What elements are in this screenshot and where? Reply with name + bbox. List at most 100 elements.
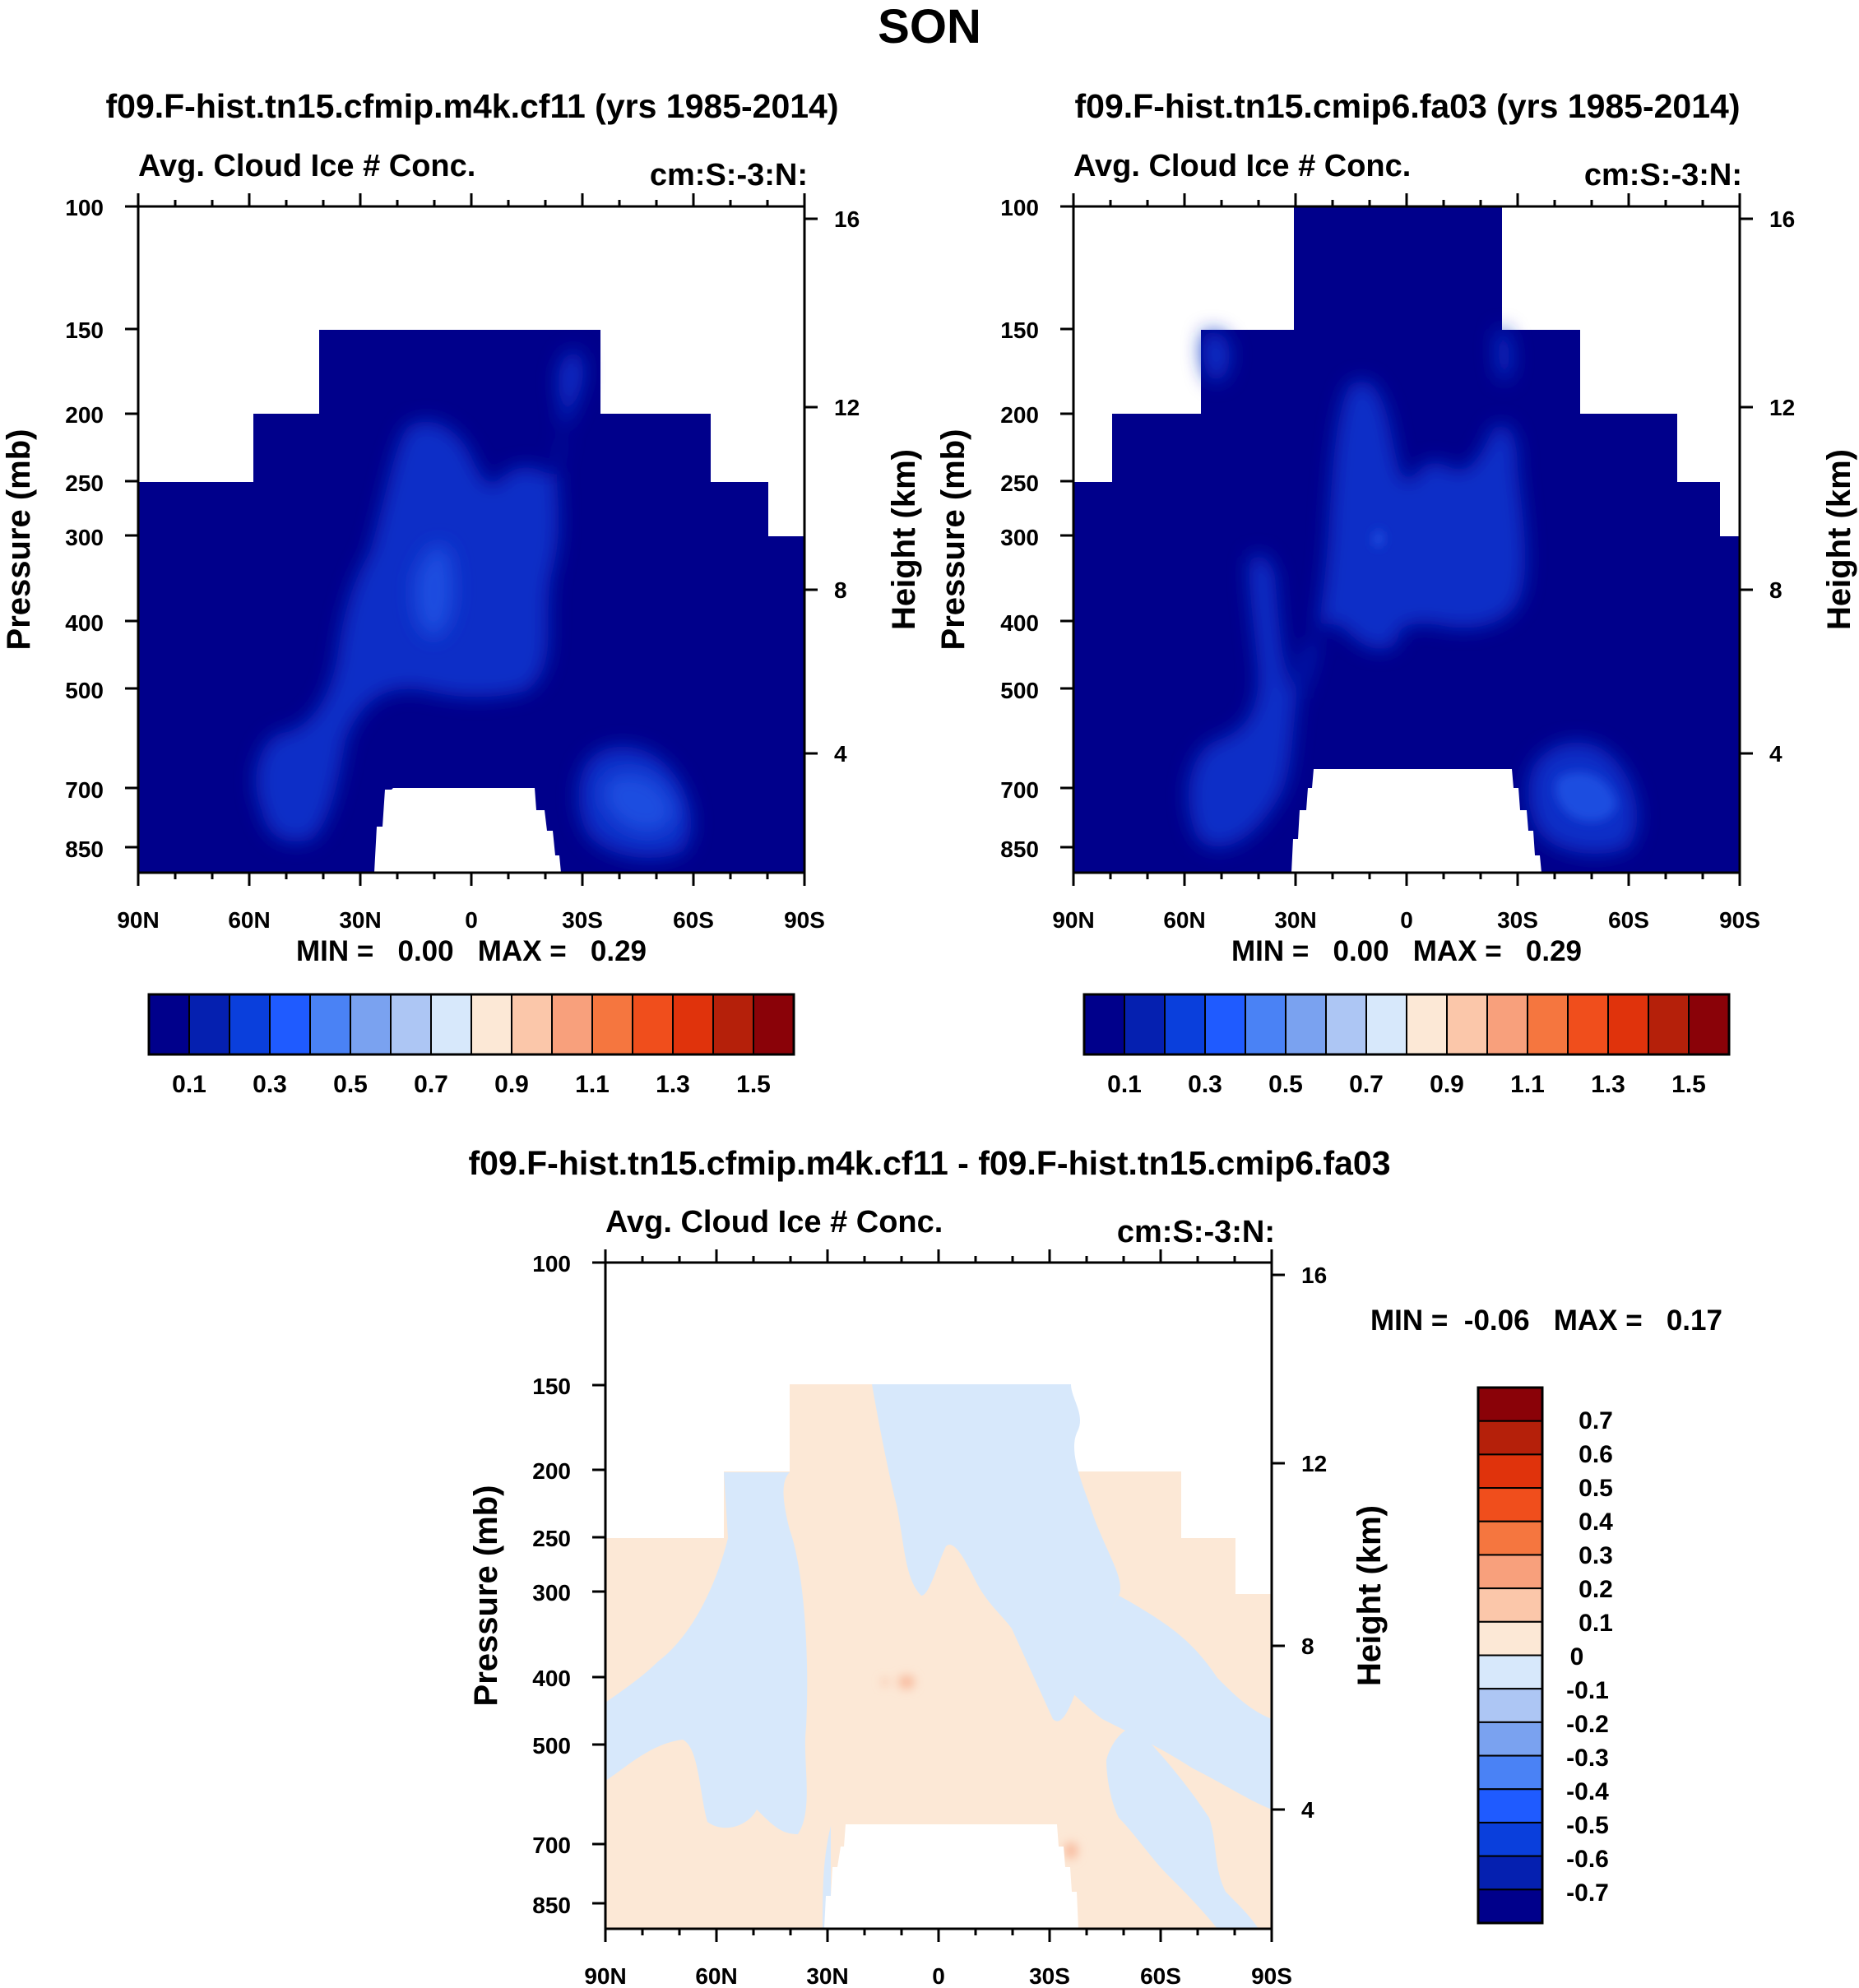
- panel-diff-cbar-swatch: [1477, 1453, 1543, 1490]
- panel-diff-cbar-swatch: [1477, 1620, 1543, 1657]
- panel-cf11-xtick: 90N: [117, 907, 159, 933]
- panel-diff-x-tick-labels: 90N 60N 30N 0 30S 60S 90S: [584, 1963, 1292, 1988]
- panel-cf11: f09.F-hist.tn15.cfmip.m4k.cf11 (yrs 1985…: [1, 87, 922, 1098]
- panel-fa03-surface-mask: [1291, 769, 1541, 873]
- panel-diff-cbar-swatch: [1477, 1520, 1543, 1556]
- panel-cf11-cbar-swatch: [350, 994, 392, 1055]
- panel-cf11-cbar-swatch: [672, 994, 714, 1055]
- panel-diff-xtick: 90N: [584, 1963, 626, 1988]
- panel-diff-band-negative: [605, 1384, 1272, 1929]
- panel-diff-cbar-swatch: [1477, 1888, 1543, 1924]
- panel-fa03-title: f09.F-hist.tn15.cmip6.fa03 (yrs 1985-201…: [1075, 87, 1741, 125]
- panel-diff-cbar-swatch: [1477, 1788, 1543, 1823]
- panel-diff-cbar-label: 0: [1570, 1643, 1584, 1671]
- panel-fa03-ytick: 100: [1000, 195, 1039, 220]
- panel-cf11-cbar-swatch: [229, 994, 271, 1055]
- panel-diff-xtick: 60N: [695, 1963, 737, 1988]
- panel-fa03-ytick: 500: [1000, 678, 1039, 703]
- panel-fa03-cbar-swatch: [1285, 994, 1327, 1055]
- panel-diff-ytick: 400: [532, 1666, 571, 1691]
- panel-cf11-cbar-label: 0.3: [253, 1071, 287, 1098]
- panel-cf11-height-tick-labels: 16 12 8 4: [834, 206, 860, 767]
- panel-diff-ytick: 250: [532, 1526, 571, 1551]
- panel-cf11-cbar-swatch: [712, 994, 754, 1055]
- panel-fa03-cbar-swatch: [1406, 994, 1448, 1055]
- panel-fa03-colorbar: [1082, 993, 1731, 1056]
- panel-fa03-cbar-swatch: [1527, 994, 1569, 1055]
- panel-fa03-cbar-label: 0.3: [1188, 1071, 1222, 1098]
- panel-fa03-cbar-label: 0.5: [1268, 1071, 1303, 1098]
- panel-fa03-cbar-label: 0.7: [1349, 1071, 1384, 1098]
- panel-cf11-ytick: 850: [65, 836, 104, 862]
- panel-diff-xtick: 90S: [1251, 1963, 1292, 1988]
- panel-diff: f09.F-hist.tn15.cfmip.m4k.cf11 - f09.F-h…: [468, 1144, 1722, 1988]
- panel-fa03-ytick: 850: [1000, 836, 1039, 862]
- panel-fa03-cbar-swatch: [1164, 994, 1206, 1055]
- panel-diff-cbar-swatch: [1477, 1420, 1543, 1456]
- panel-fa03-subtitle-left: Avg. Cloud Ice # Conc.: [1073, 149, 1411, 183]
- panel-diff-xtick: 0: [932, 1963, 945, 1988]
- panel-cf11-cbar-label: 0.9: [494, 1071, 529, 1098]
- panel-cf11-cbar-swatch: [591, 994, 633, 1055]
- panel-fa03-cbar-swatch: [1083, 994, 1125, 1055]
- panel-diff-cbar-label: 0.7: [1579, 1407, 1613, 1434]
- panel-cf11-subtitle-left: Avg. Cloud Ice # Conc.: [138, 149, 475, 183]
- panel-fa03-cbar-label: 0.1: [1107, 1071, 1142, 1098]
- panel-cf11-y-tick-labels: 100 150 200 250 300 400 500 700 850: [65, 195, 104, 862]
- panel-cf11-xtick: 90S: [784, 907, 825, 933]
- panel-cf11-ytick: 200: [65, 402, 104, 428]
- panel-cf11-surface-mask: [374, 788, 561, 873]
- panel-cf11-htick: 8: [834, 577, 847, 603]
- panel-diff-htick: 12: [1301, 1451, 1327, 1476]
- panel-cf11-ytick: 250: [65, 470, 104, 496]
- panel-diff-cbar-swatch: [1477, 1487, 1543, 1522]
- panel-fa03-cbar-label: 1.3: [1591, 1071, 1625, 1098]
- panel-fa03-cbar-swatch: [1688, 994, 1730, 1055]
- panel-cf11-cbar-swatch: [753, 994, 795, 1055]
- panel-cf11-cbar-swatch: [471, 994, 512, 1055]
- panel-diff-cbar-label: 0.1: [1579, 1610, 1613, 1637]
- panel-diff-cbar-outline: [1477, 1386, 1544, 1925]
- panel-cf11-cbar-swatch: [632, 994, 674, 1055]
- panel-diff-min-max: MIN = -0.06 MAX = 0.17: [1370, 1304, 1722, 1337]
- panel-diff-colorbar-labels: 0.7 0.6 0.5 0.4 0.3 0.2 0.1 0 -0.1 -0.2 …: [1566, 1407, 1613, 1907]
- panel-diff-subtitle-right: cm:S:-3:N:: [1117, 1215, 1275, 1249]
- panel-diff-subtitle-left: Avg. Cloud Ice # Conc.: [605, 1205, 943, 1240]
- panel-cf11-cbar-swatch: [511, 994, 553, 1055]
- panel-diff-xtick: 30S: [1029, 1963, 1070, 1988]
- panel-cf11-xtick: 30N: [339, 907, 381, 933]
- panel-fa03-htick: 4: [1769, 741, 1783, 767]
- panel-cf11-ytick: 400: [65, 610, 104, 636]
- panel-fa03-ytick: 700: [1000, 777, 1039, 803]
- panel-fa03-ylabel: Pressure (mb): [935, 429, 971, 651]
- panel-diff-cbar-label: 0.4: [1579, 1508, 1613, 1536]
- panel-cf11-band-mid: [414, 544, 675, 833]
- panel-cf11-plot-area: [125, 193, 818, 886]
- panel-fa03: f09.F-hist.tn15.cmip6.fa03 (yrs 1985-201…: [935, 87, 1857, 1098]
- panel-diff-cbar-swatch: [1477, 1721, 1543, 1757]
- panel-diff-ytick: 500: [532, 1733, 571, 1759]
- panel-diff-cbar-swatch: [1477, 1654, 1543, 1690]
- panel-diff-xtick: 30N: [806, 1963, 848, 1988]
- panel-diff-tick-marks: [592, 1249, 1285, 1942]
- panel-fa03-cbar-swatch: [1486, 994, 1528, 1055]
- panel-cf11-x-tick-labels: 90N 60N 30N 0 30S 60S 90S: [117, 907, 825, 933]
- panel-diff-htick: 4: [1301, 1797, 1314, 1823]
- panel-diff-cbar-swatch: [1477, 1688, 1543, 1723]
- panel-fa03-xtick: 90N: [1052, 907, 1094, 933]
- panel-cf11-cbar-label: 0.7: [414, 1071, 448, 1098]
- panel-cf11-cbar-label: 1.1: [575, 1071, 610, 1098]
- panel-diff-cbar-label: -0.4: [1566, 1778, 1609, 1805]
- panel-cf11-ytick: 100: [65, 195, 104, 220]
- panel-diff-cbar-swatch: [1477, 1754, 1543, 1791]
- panel-fa03-ytick: 300: [1000, 525, 1039, 550]
- panel-fa03-band-mid: [1374, 530, 1616, 822]
- panel-cf11-xtick: 0: [465, 907, 478, 933]
- panel-diff-cbar-swatch: [1477, 1587, 1543, 1623]
- panel-diff-cbar-label: -0.6: [1566, 1846, 1609, 1873]
- panel-diff-cbar-swatch: [1477, 1821, 1543, 1857]
- panel-cf11-cbar-swatch: [430, 994, 472, 1055]
- panel-diff-cbar-swatch: [1477, 1855, 1543, 1891]
- panel-cf11-cbar-swatch: [390, 994, 432, 1055]
